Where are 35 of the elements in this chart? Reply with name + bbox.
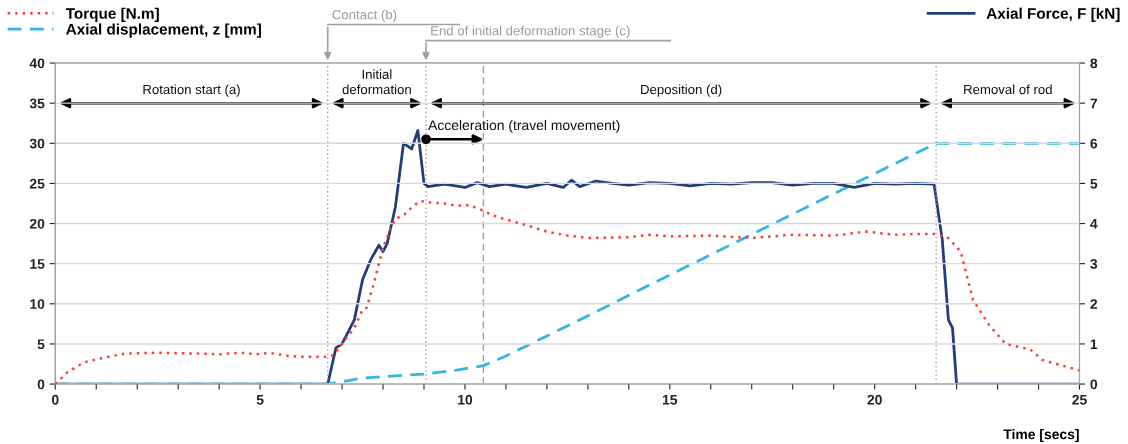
y2-tick-label: 1 — [1090, 339, 1098, 349]
y2-tick-label: 4 — [1090, 219, 1098, 229]
y-tick-label: 30 — [29, 138, 45, 149]
x-axis-title: Time [secs] — [1003, 429, 1079, 442]
y-tick-label: 15 — [30, 259, 45, 269]
annotation: Acceleration (travel movement) — [428, 119, 620, 133]
y-tick-label: 40 — [29, 58, 45, 69]
legend-label: Torque [N.m] — [65, 7, 159, 22]
legend-label: Axial displacement, z [mm] — [66, 23, 261, 38]
y-tick-label: 20 — [29, 218, 45, 229]
y-tick-label: 0 — [37, 379, 45, 390]
ref-line-label: End of initial deformation stage (c) — [431, 25, 630, 39]
annotation: Deposition (d) — [641, 84, 722, 97]
annotation: Rotation start (a) — [143, 84, 240, 97]
x-tick-label: 15 — [662, 394, 678, 405]
y-tick-label: 10 — [30, 299, 45, 309]
x-tick-label: 10 — [458, 394, 473, 405]
y2-tick-label: 2 — [1090, 299, 1098, 309]
x-tick-label: 5 — [256, 394, 264, 405]
y-tick-label: 35 — [29, 98, 45, 109]
y2-tick-label: 8 — [1090, 58, 1098, 69]
y2-tick-label: 0 — [1090, 379, 1098, 390]
y2-tick-label: 5 — [1090, 178, 1098, 189]
x-tick-label: 0 — [51, 394, 59, 405]
annotation: Removal of rod — [964, 84, 1052, 95]
y2-tick-label: 7 — [1090, 98, 1098, 109]
x-tick-label: 25 — [1072, 394, 1087, 405]
y2-tick-label: 3 — [1090, 259, 1098, 269]
y2-tick-label: 6 — [1090, 138, 1098, 149]
x-tick-label: 20 — [867, 394, 882, 405]
legend-label: Axial Force, F [kN] — [986, 7, 1120, 22]
y-tick-label: 5 — [37, 339, 45, 350]
ref-line-label: Contact (b) — [332, 9, 397, 22]
annotation: Initial deformation — [342, 69, 411, 95]
y-tick-label: 25 — [29, 178, 45, 189]
